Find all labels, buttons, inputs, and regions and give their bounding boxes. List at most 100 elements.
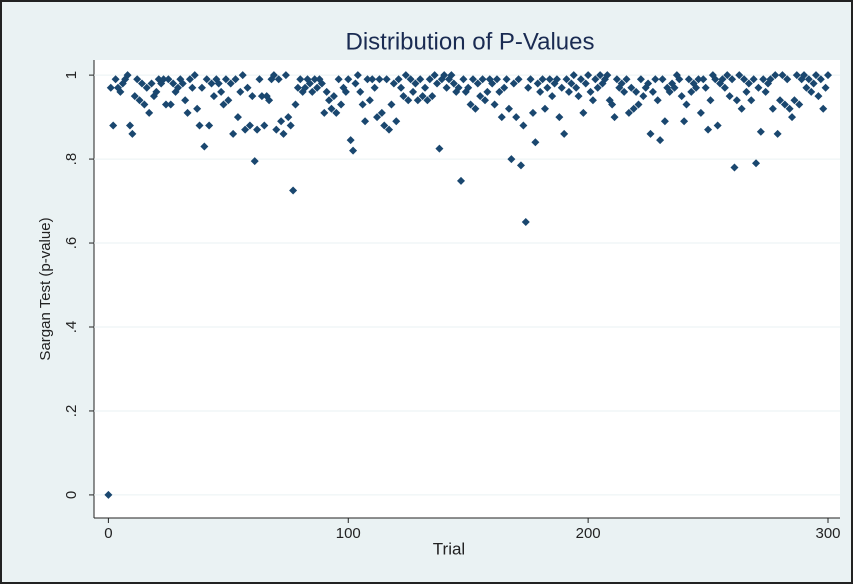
point [178,79,187,88]
point [742,87,751,96]
point [459,75,468,84]
point [255,75,264,84]
point [344,75,353,84]
point [704,125,713,134]
point [385,125,394,134]
point [749,75,758,84]
point [169,79,178,88]
point [644,79,653,88]
x-tick-label: 200 [576,525,601,542]
point [358,100,367,109]
point [205,121,214,130]
point [531,138,540,147]
point [723,71,732,80]
point [656,136,665,145]
point [281,71,290,80]
point [442,83,451,92]
point [502,75,511,84]
point [104,490,113,499]
point [634,100,643,109]
point [768,104,777,113]
point [509,79,518,88]
point [416,75,425,84]
point [116,87,125,96]
point [824,71,833,80]
point [140,100,149,109]
point [747,96,756,105]
point [320,108,329,117]
point [576,75,585,84]
point [466,100,475,109]
point [125,121,134,130]
point [584,71,593,80]
point [457,176,466,185]
point [394,75,403,84]
point [284,113,293,122]
point [183,108,192,117]
point [538,75,547,84]
point [245,121,254,130]
point [190,71,199,80]
point [293,83,302,92]
point [181,96,190,105]
point [310,75,319,84]
point [207,79,216,88]
point [449,79,458,88]
point [166,100,175,109]
point [783,75,792,84]
point [718,75,727,84]
point [361,117,370,126]
point [392,117,401,126]
point [752,159,761,168]
point [238,71,247,80]
point [334,75,343,84]
point [380,121,389,130]
point [128,129,137,138]
point [322,87,331,96]
point [586,87,595,96]
point [507,155,516,164]
point [569,71,578,80]
point [106,83,115,92]
point [226,79,235,88]
point [665,87,674,96]
point [351,79,360,88]
point [744,79,753,88]
point [572,83,581,92]
point [145,108,154,117]
point [519,121,528,130]
point [152,87,161,96]
point [740,75,749,84]
point [109,121,118,130]
point [404,96,413,105]
point [241,125,250,134]
y-tick-label: .2 [63,405,80,418]
point [411,79,420,88]
point [137,79,146,88]
point [627,83,636,92]
point [147,79,156,88]
point [433,79,442,88]
point [488,79,497,88]
point [653,96,662,105]
point [346,136,355,145]
point [725,92,734,101]
point [257,92,266,101]
point [490,100,499,109]
point [221,75,230,84]
point [646,129,655,138]
point [260,121,269,130]
point [562,75,571,84]
point [809,79,818,88]
y-tick-label: 1 [63,71,80,79]
point [389,79,398,88]
point [802,83,811,92]
point [728,75,737,84]
point [135,96,144,105]
point [425,75,434,84]
point [512,113,521,122]
point [677,92,686,101]
point [804,75,813,84]
point [560,129,569,138]
